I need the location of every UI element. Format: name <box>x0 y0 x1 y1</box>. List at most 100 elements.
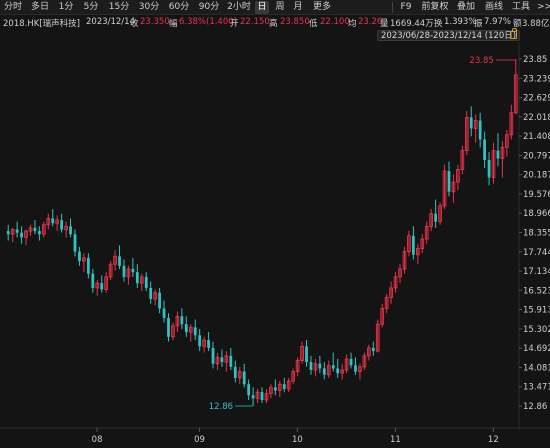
candle-body <box>207 340 210 348</box>
high-value: 23.850 <box>280 17 310 27</box>
candle-body <box>149 287 153 299</box>
candle-body <box>354 365 357 372</box>
lock-icon[interactable] <box>510 28 517 39</box>
tools-button[interactable]: 工具 <box>511 2 530 12</box>
candle-body <box>100 283 104 290</box>
period-tab-weekly[interactable]: 周 <box>275 2 285 12</box>
y-tick-label: 17.134 <box>523 267 550 277</box>
period-tab-1min[interactable]: 1分 <box>58 2 74 12</box>
candle-body <box>407 235 411 253</box>
collapse-icon[interactable]: >> <box>537 2 550 12</box>
candle-body <box>10 229 15 235</box>
candlestick-chart[interactable]: 23.85 23.239 22.629 22.018 21.408 20.797 20.18… <box>0 42 550 448</box>
candle-body <box>438 205 442 223</box>
candle-body <box>131 268 135 273</box>
close-value: 23.350 <box>140 17 170 27</box>
candle-body <box>362 355 367 368</box>
period-tab-monthly[interactable]: 月 <box>293 2 303 12</box>
candle-body <box>505 134 509 148</box>
open-value: 22.150 <box>240 17 270 27</box>
date-range-selector[interactable]: 2023/06/28-2023/12/14 (120日) <box>377 30 521 41</box>
candle-body <box>202 339 206 347</box>
period-tab-60min[interactable]: 60分 <box>168 2 190 12</box>
candle-body <box>33 227 37 232</box>
open-label: 开 <box>230 19 239 29</box>
candle-body <box>415 247 420 256</box>
candle-body <box>251 395 255 399</box>
candle-body <box>402 251 407 270</box>
period-tab-5min[interactable]: 5分 <box>83 2 99 12</box>
candle-body <box>380 307 385 325</box>
candle-body <box>460 150 465 170</box>
period-tab-more[interactable]: 更多 <box>312 2 331 12</box>
candle-body <box>451 181 456 193</box>
y-tick-label: 18.966 <box>523 209 550 219</box>
candle-body <box>322 368 326 375</box>
candle-body <box>247 384 251 396</box>
overlay-button[interactable]: 叠加 <box>456 2 475 12</box>
amount-label: 额 <box>513 19 522 29</box>
y-tick-label: 22.629 <box>523 94 550 104</box>
candle-body <box>393 276 398 289</box>
y-tick-label: 18.355 <box>523 229 550 239</box>
candle-body <box>371 347 375 352</box>
range-bar: 2023/06/28-2023/12/14 (120日) <box>0 28 550 42</box>
period-tab-multiday[interactable]: 多日 <box>30 2 49 12</box>
candle-body <box>60 220 64 230</box>
candle-body <box>411 235 415 255</box>
candle-body <box>220 357 224 363</box>
candle-body <box>237 371 242 379</box>
candle-body <box>483 139 486 161</box>
y-tick-label: 14.081 <box>523 363 550 373</box>
candle-body <box>358 366 362 373</box>
fuquan-button[interactable]: 前复权 <box>421 2 449 12</box>
quote-date: 2023/12/14 <box>86 17 135 27</box>
candle-body <box>233 366 237 378</box>
candle-body <box>78 251 81 262</box>
candle-body <box>73 234 77 252</box>
period-tab-daily[interactable]: 日 <box>255 1 269 14</box>
y-tick-label: 15.913 <box>523 306 550 316</box>
y-tick-label: 15.302 <box>523 325 550 335</box>
candle-body <box>171 325 175 338</box>
x-tick-label: 12 <box>488 435 499 445</box>
period-tab-30min[interactable]: 30分 <box>138 2 160 12</box>
avg-label: 均 <box>348 19 357 29</box>
candle-body <box>500 146 505 159</box>
candle-body <box>340 369 344 374</box>
candle-body <box>20 232 23 238</box>
min-price-label: 12.86 <box>209 402 233 412</box>
candle-body <box>456 169 460 183</box>
candle-body <box>15 229 19 233</box>
y-tick-label: 16.523 <box>523 286 550 296</box>
candle-body <box>6 231 10 235</box>
quote-info-bar: 2018.HK[瑞声科技] 2023/12/14 收 23.350 幅 6.38… <box>0 15 550 29</box>
y-tick-label: 12.86 <box>523 402 547 412</box>
candle-body <box>153 292 157 300</box>
candle-body <box>215 356 220 365</box>
period-tab-15min[interactable]: 15分 <box>108 2 130 12</box>
candle-body <box>375 323 380 352</box>
y-tick-label: 22.018 <box>523 113 550 123</box>
y-tick-label: 21.408 <box>523 132 550 142</box>
candle-body <box>305 346 308 363</box>
period-tab-intraday[interactable]: 分时 <box>3 2 22 12</box>
amount-value: 3.88亿 <box>522 19 550 29</box>
toolbar-divider <box>392 2 393 13</box>
candle-body <box>229 355 233 367</box>
candle-body <box>286 380 291 390</box>
candle-body <box>118 256 121 266</box>
symbol-name: 2018.HK[瑞声科技] <box>3 19 80 29</box>
period-tab-90min[interactable]: 90分 <box>198 2 220 12</box>
period-tab-2hour[interactable]: 2小时 <box>227 2 251 12</box>
candle-body <box>51 218 55 224</box>
candle-body <box>442 170 447 207</box>
chart-svg: 23.85 23.239 22.629 22.018 21.408 20.797 20.18… <box>0 42 550 445</box>
candle-body <box>398 268 402 278</box>
turnover-label: 换 <box>434 19 443 29</box>
candle-body <box>211 347 215 364</box>
draw-line-button[interactable]: 画线 <box>484 2 503 12</box>
candle-body <box>184 324 188 333</box>
f9-button[interactable]: F9 <box>400 2 412 12</box>
candle-body <box>188 326 193 333</box>
